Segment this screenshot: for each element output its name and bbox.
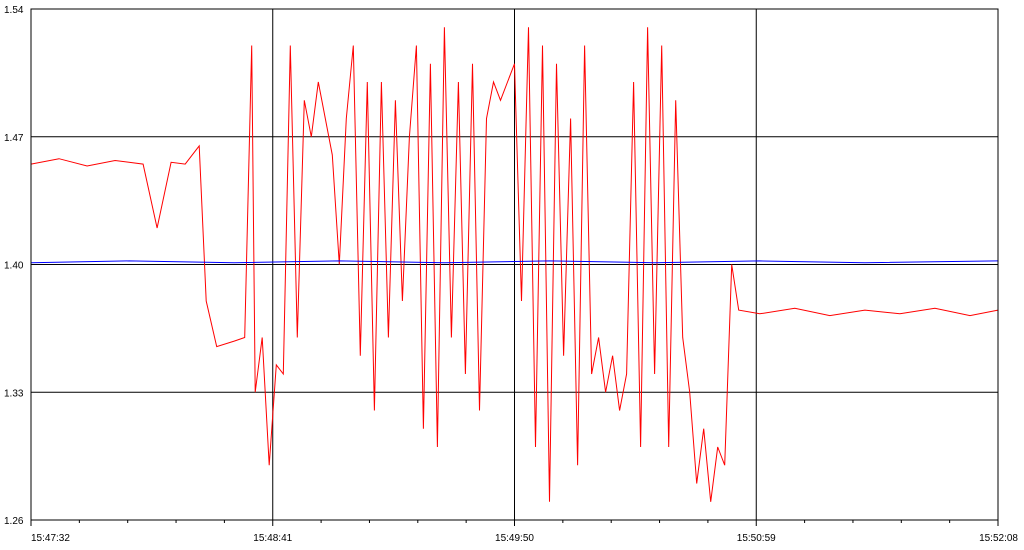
x-tick-label: 15:48:41 <box>253 533 292 544</box>
x-tick-label: 15:52:08 <box>979 533 1018 544</box>
y-tick-label: 1.26 <box>4 516 24 527</box>
y-axis: 1.54 1.47 1.40 1.33 1.26 <box>4 5 24 527</box>
grid <box>31 9 998 520</box>
x-axis: 15:47:32 15:48:41 15:49:50 15:50:59 15:52:08 <box>30 520 1018 544</box>
y-tick-label: 1.33 <box>4 388 24 399</box>
series-line-2 <box>30 260 999 264</box>
x-tick-label: 15:50:59 <box>737 533 776 544</box>
y-tick-label: 1.47 <box>4 133 24 144</box>
series-line-1 <box>30 27 999 502</box>
x-tick-label: 15:47:32 <box>31 533 70 544</box>
y-tick-label: 1.54 <box>4 5 24 16</box>
y-tick-label: 1.40 <box>4 261 24 272</box>
series-layer <box>30 27 999 502</box>
x-tick-label: 15:49:50 <box>495 533 534 544</box>
